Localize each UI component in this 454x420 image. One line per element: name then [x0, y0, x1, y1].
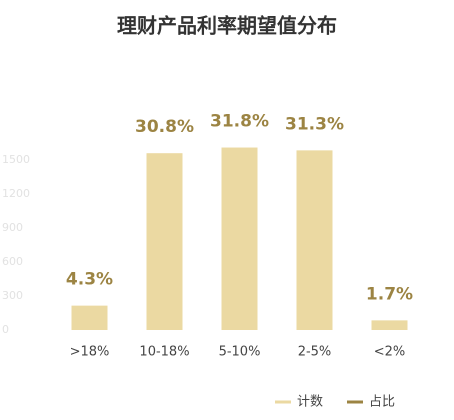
percent-label: 1.7% — [366, 284, 413, 304]
x-tick-label: 5-10% — [219, 345, 261, 360]
bar — [71, 305, 108, 330]
x-tick-label: >18% — [70, 345, 110, 360]
y-tick-label: 600 — [2, 255, 23, 268]
x-tick-label: 2-5% — [298, 345, 332, 360]
percent-label: 4.3% — [66, 270, 113, 290]
bar — [296, 150, 333, 330]
x-tick-label: <2% — [374, 345, 406, 360]
x-tick-label: 10-18% — [139, 345, 189, 360]
bar — [221, 147, 258, 330]
y-tick-label: 300 — [2, 289, 23, 302]
percent-label: 31.8% — [210, 112, 269, 132]
percent-label: 30.8% — [135, 117, 194, 137]
y-tick-label: 1500 — [2, 153, 30, 166]
bar — [146, 153, 183, 330]
y-tick-label: 1200 — [2, 187, 30, 200]
legend-label: 占比 — [369, 395, 395, 410]
legend-label: 计数 — [297, 395, 323, 410]
chart-title: 理财产品利率期望值分布 — [117, 14, 337, 38]
y-tick-label: 900 — [2, 221, 23, 234]
y-tick-label: 0 — [2, 323, 9, 336]
percent-label: 31.3% — [285, 114, 344, 134]
bar — [371, 320, 408, 330]
